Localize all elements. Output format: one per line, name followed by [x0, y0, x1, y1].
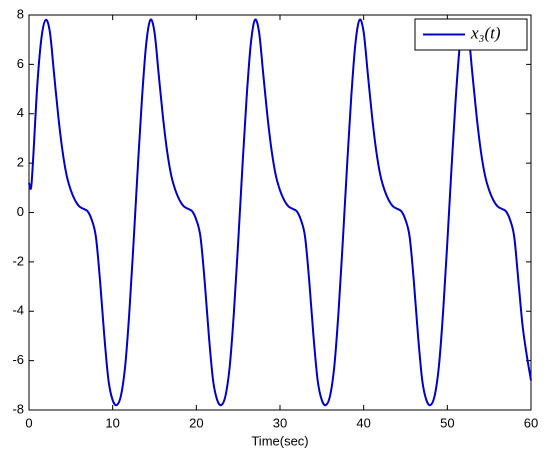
x-tick-label: 40	[356, 415, 370, 430]
y-tick-label: -8	[12, 401, 24, 416]
y-tick-label: -2	[12, 253, 24, 268]
y-tick-label: 2	[17, 155, 24, 170]
y-tick-label: 8	[17, 6, 24, 21]
legend-label: x₃(t)	[470, 23, 501, 42]
y-tick-label: 0	[17, 204, 24, 219]
x-tick-label: 0	[25, 415, 32, 430]
x-tick-label: 60	[524, 415, 538, 430]
plot-frame	[28, 14, 532, 411]
x-tick-label: 10	[105, 415, 119, 430]
y-tick-label: -4	[12, 303, 24, 318]
y-tick-label: 6	[17, 56, 24, 71]
y-tick-label: 4	[17, 105, 24, 120]
x-tick-label: 50	[440, 415, 454, 430]
x-tick-label: 20	[189, 415, 203, 430]
y-tick-label: -6	[12, 352, 24, 367]
x-axis-label: Time(sec)	[251, 433, 308, 448]
x-tick-label: 30	[273, 415, 287, 430]
data-line	[28, 18, 532, 407]
